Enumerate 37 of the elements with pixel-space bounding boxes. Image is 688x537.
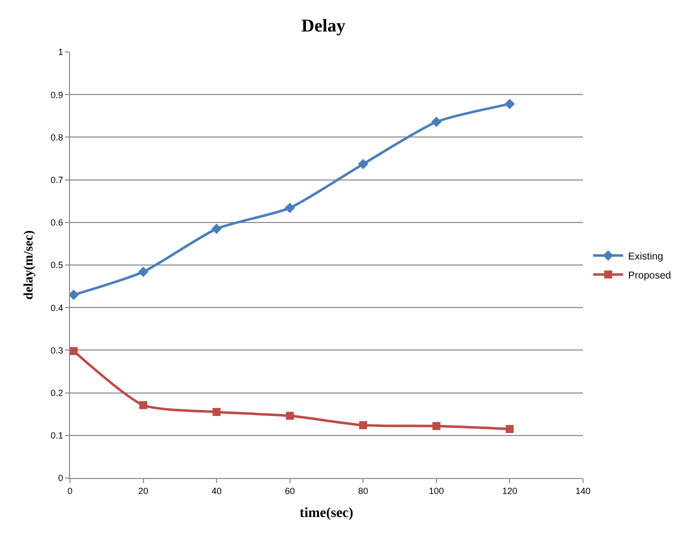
point [211,224,222,234]
y-tick-label: 0.6 [50,218,64,228]
point [432,422,440,430]
x-tick-label: 0 [67,486,73,496]
y-tick-label: 0.5 [50,260,64,270]
y-axis-title: delay(m/sec) [20,230,36,300]
y-tick-label: 0.9 [50,90,64,100]
point [358,158,368,170]
y-tick-label: 1 [58,47,64,58]
legend-label: Proposed [628,270,671,282]
legend-label: Existing [628,251,664,262]
x-tick-label: 100 [428,486,444,496]
x-tick-label: 140 [575,486,591,496]
y-tick-label: 0.2 [50,388,64,398]
point [284,202,296,214]
point [139,401,148,410]
point [212,408,221,416]
point [504,98,515,110]
x-tick-label: 60 [284,486,295,496]
point [359,421,368,430]
x-tick-label: 20 [138,486,148,496]
x-tick-label: 40 [212,486,222,496]
y-tick-label: 0.3 [50,345,64,356]
point [431,116,442,128]
x-tick-label: 120 [502,486,518,496]
point [286,412,294,420]
x-tick-label: 80 [358,486,368,496]
y-tick-label: 0 [58,473,64,484]
point [138,266,148,278]
x-axis-title: time(sec) [300,506,354,522]
y-tick-label: 0.7 [50,174,64,185]
chart-title: Delay [301,15,346,36]
y-tick-label: 0.1 [50,430,64,441]
y-tick-label: 0.8 [50,132,64,142]
point [70,347,78,356]
y-tick-label: 0.4 [50,302,64,313]
point [506,425,514,434]
